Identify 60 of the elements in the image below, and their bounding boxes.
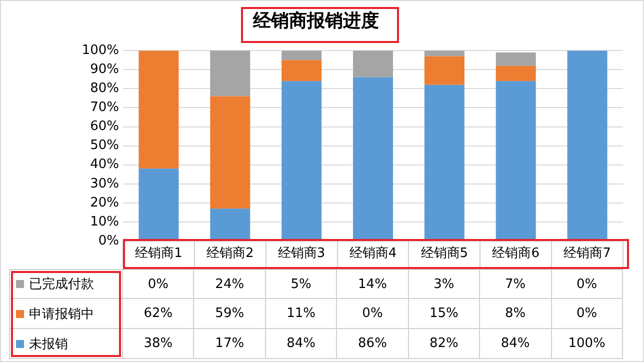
data-label: 86% xyxy=(337,329,409,359)
y-tick-label: 90% xyxy=(90,62,119,78)
data-label: 24% xyxy=(194,269,266,299)
bar xyxy=(353,50,393,78)
data-label: 8% xyxy=(480,299,552,329)
x-tick-label: 经销商6 xyxy=(492,246,540,262)
data-label: 84% xyxy=(480,329,552,359)
bar xyxy=(424,84,464,240)
data-label: 15% xyxy=(408,299,480,329)
y-tick-label: 40% xyxy=(90,157,119,172)
bar xyxy=(496,52,536,66)
bar xyxy=(353,77,393,240)
data-label: 17% xyxy=(194,329,266,359)
data-label: 100% xyxy=(552,329,623,359)
bar xyxy=(567,50,608,240)
y-tick-label: 60% xyxy=(90,119,119,134)
legend-label: 申请报销中 xyxy=(29,306,94,322)
data-label: 0% xyxy=(552,299,623,329)
y-tick-label: 0% xyxy=(98,233,119,248)
y-tick-label: 50% xyxy=(90,138,119,154)
data-label: 82% xyxy=(408,329,480,359)
y-tick-label: 10% xyxy=(90,214,119,230)
bar xyxy=(424,56,464,85)
y-tick-label: 100% xyxy=(82,42,119,58)
bar xyxy=(496,66,536,82)
legend-label: 未报销 xyxy=(29,336,68,352)
x-tick-label: 经销商3 xyxy=(278,246,326,262)
data-label: 59% xyxy=(194,299,266,329)
bar xyxy=(282,50,322,60)
x-tick-label: 经销商2 xyxy=(206,246,254,262)
data-label: 5% xyxy=(266,269,338,299)
bar xyxy=(210,208,250,240)
y-tick-label: 70% xyxy=(90,100,119,116)
data-label: 14% xyxy=(337,269,409,299)
bar xyxy=(138,50,179,169)
y-tick-label: 30% xyxy=(90,176,119,192)
data-label: 84% xyxy=(266,329,338,359)
bar xyxy=(282,81,322,240)
x-tick-label: 经销商4 xyxy=(349,246,397,262)
bar xyxy=(138,168,179,240)
data-label: 0% xyxy=(337,299,409,329)
bar xyxy=(210,96,250,209)
x-tick-label: 经销商5 xyxy=(420,246,468,262)
bar xyxy=(282,60,322,82)
data-label: 0% xyxy=(123,269,194,299)
data-label: 11% xyxy=(266,299,338,329)
data-label: 3% xyxy=(408,269,480,299)
bar xyxy=(424,50,464,56)
x-tick-label: 经销商1 xyxy=(135,246,182,262)
data-label: 0% xyxy=(552,269,623,299)
bar xyxy=(210,50,250,96)
y-tick-label: 20% xyxy=(90,195,119,210)
bar xyxy=(496,81,536,240)
data-label: 62% xyxy=(123,299,194,329)
x-tick-label: 经销商7 xyxy=(564,246,611,262)
legend-label: 已完成付款 xyxy=(29,276,94,293)
data-label: 7% xyxy=(480,269,552,299)
chart-title: 经销商报销进度 xyxy=(252,10,379,32)
data-label: 38% xyxy=(123,329,194,359)
y-tick-label: 80% xyxy=(90,81,119,96)
